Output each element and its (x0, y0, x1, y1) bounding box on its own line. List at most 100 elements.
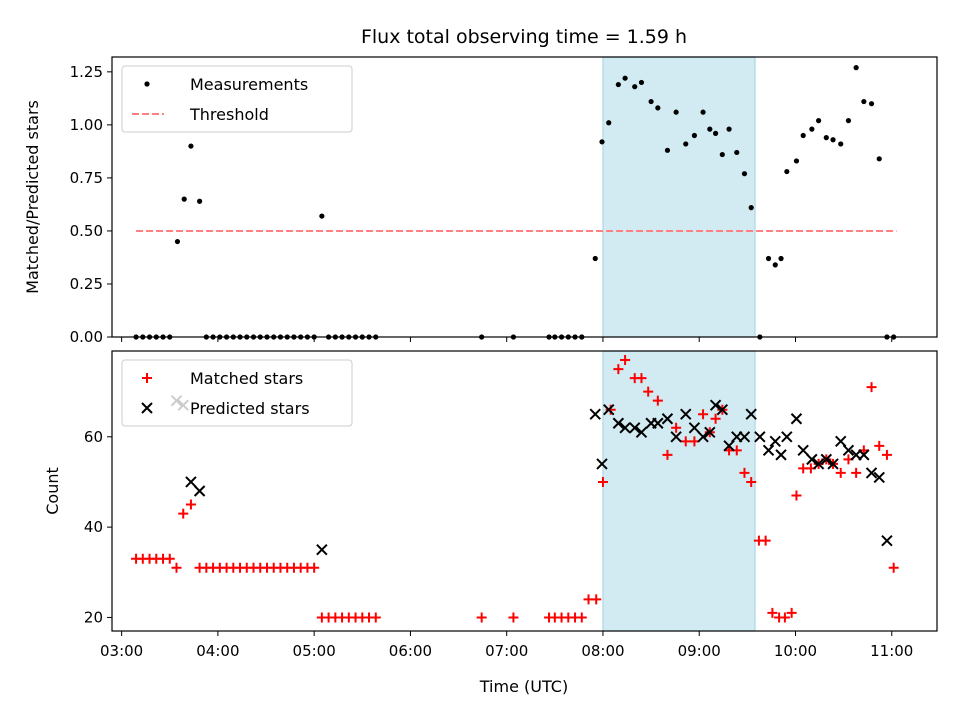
matched-star-point (739, 467, 750, 478)
measurement-point (793, 158, 800, 164)
predicted-star-point (635, 426, 648, 438)
predicted-star-point (806, 453, 818, 466)
measurement-point (778, 255, 784, 262)
predicted-star-point (596, 458, 608, 470)
predicted-star-point (745, 408, 757, 420)
measurement-point (868, 101, 875, 107)
predicted-star-point (858, 449, 870, 461)
measurement-point (174, 238, 181, 245)
bottom-panel: 20 40 60 03:00 04:00 05:00 06:00 07:00 08:00 09:0… (84, 350, 938, 660)
measurement-point (638, 79, 645, 86)
measurement-point (809, 126, 815, 132)
y-tick-label: 0.50 (70, 222, 103, 240)
plot-frame (111, 350, 938, 632)
predicted-star-point (661, 413, 674, 425)
matched-star-point (760, 535, 771, 546)
predicted-star-point (589, 408, 601, 420)
matched-star-point (652, 395, 663, 406)
measurement-point (599, 139, 605, 145)
matched-star-point (851, 467, 862, 478)
bottom-y-axis-label: Count (43, 467, 62, 515)
legend-label: Measurements (190, 75, 308, 94)
predicted-star-point (738, 431, 751, 443)
predicted-star-point (193, 485, 206, 497)
predicted-star-point (865, 467, 878, 479)
predicted-star-point (775, 449, 787, 461)
shaded-span (602, 56, 756, 338)
predicted-star-point (790, 413, 803, 425)
legend-matched-swatch (142, 373, 152, 383)
predicted-star-point (723, 440, 735, 452)
measurement-point (655, 105, 661, 111)
legend-label: Threshold (189, 105, 269, 124)
matched-star-point (620, 355, 631, 366)
predicted-star-point (716, 404, 729, 416)
predicted-star-point (873, 471, 885, 484)
predicted-star-point (812, 458, 825, 470)
measurement-point (861, 98, 867, 105)
measurement-point (712, 130, 719, 136)
x-tick-label: 08:00 (581, 642, 624, 660)
matched-star-point (309, 562, 320, 573)
measurement-point (719, 151, 725, 158)
matched-star-point (835, 467, 846, 478)
plot-frame (111, 56, 938, 338)
measurement-point (734, 149, 740, 156)
measurement-point (707, 126, 713, 132)
y-tick-label: 1.25 (70, 63, 103, 81)
predicted-star-point (652, 417, 664, 429)
measurement-point (845, 118, 852, 124)
measurement-point (876, 156, 882, 162)
y-tick-label: 0.75 (70, 169, 103, 187)
measurement-point (197, 198, 203, 204)
measurement-point (800, 132, 806, 139)
x-tick-label: 11:00 (870, 642, 913, 660)
predicted-star-point (835, 435, 847, 448)
x-tick-label: 09:00 (678, 642, 721, 660)
predicted-star-point (603, 404, 615, 416)
measurement-point (615, 81, 621, 88)
legend-label: Predicted stars (190, 399, 310, 418)
predicted-star-point (881, 534, 893, 547)
legend-box (121, 65, 353, 133)
x-tick-label: 03:00 (100, 642, 143, 660)
matched-star-point (786, 607, 797, 618)
matched-star-point (185, 499, 196, 510)
matched-star-point (576, 612, 587, 623)
matched-star-point (164, 553, 175, 564)
matched-star-point (791, 490, 802, 501)
predicted-star-point (797, 444, 809, 457)
x-tick-label: 07:00 (485, 642, 528, 660)
x-axis-label: Time (UTC) (479, 677, 568, 696)
predicted-star-point (709, 399, 722, 411)
top-y-axis-label: Matched/Predicted stars (23, 100, 42, 294)
predicted-star-point (762, 444, 775, 457)
measurement-point (815, 118, 822, 124)
matched-star-point (662, 449, 673, 460)
matched-star-point (643, 386, 654, 397)
legend-label: Matched stars (190, 369, 303, 388)
measurement-point (606, 120, 612, 126)
matched-star-point (476, 612, 487, 623)
matched-star-point (171, 562, 182, 573)
measurement-point (683, 141, 689, 147)
predicted-star-point (781, 431, 793, 443)
predicted-star-point (612, 417, 625, 429)
legend-measurement-swatch (144, 81, 150, 87)
matched-star-point (671, 422, 682, 433)
y-tick-label: 40 (84, 518, 103, 536)
matched-star-point (888, 562, 899, 573)
measurement-point (664, 147, 671, 153)
predicted-star-point (842, 444, 855, 457)
matched-star-point (746, 476, 757, 487)
predicted-star-point (619, 422, 631, 434)
measurement-point (592, 255, 598, 262)
matched-star-point (779, 612, 790, 623)
chart-title: Flux total observing time = 1.59 h (361, 26, 687, 48)
measurement-point (823, 135, 829, 141)
matched-star-point (613, 364, 624, 375)
measurement-point (726, 126, 732, 132)
y-tick-label: 0.25 (70, 275, 103, 293)
measurement-point (181, 196, 187, 202)
matched-star-point (636, 373, 647, 384)
